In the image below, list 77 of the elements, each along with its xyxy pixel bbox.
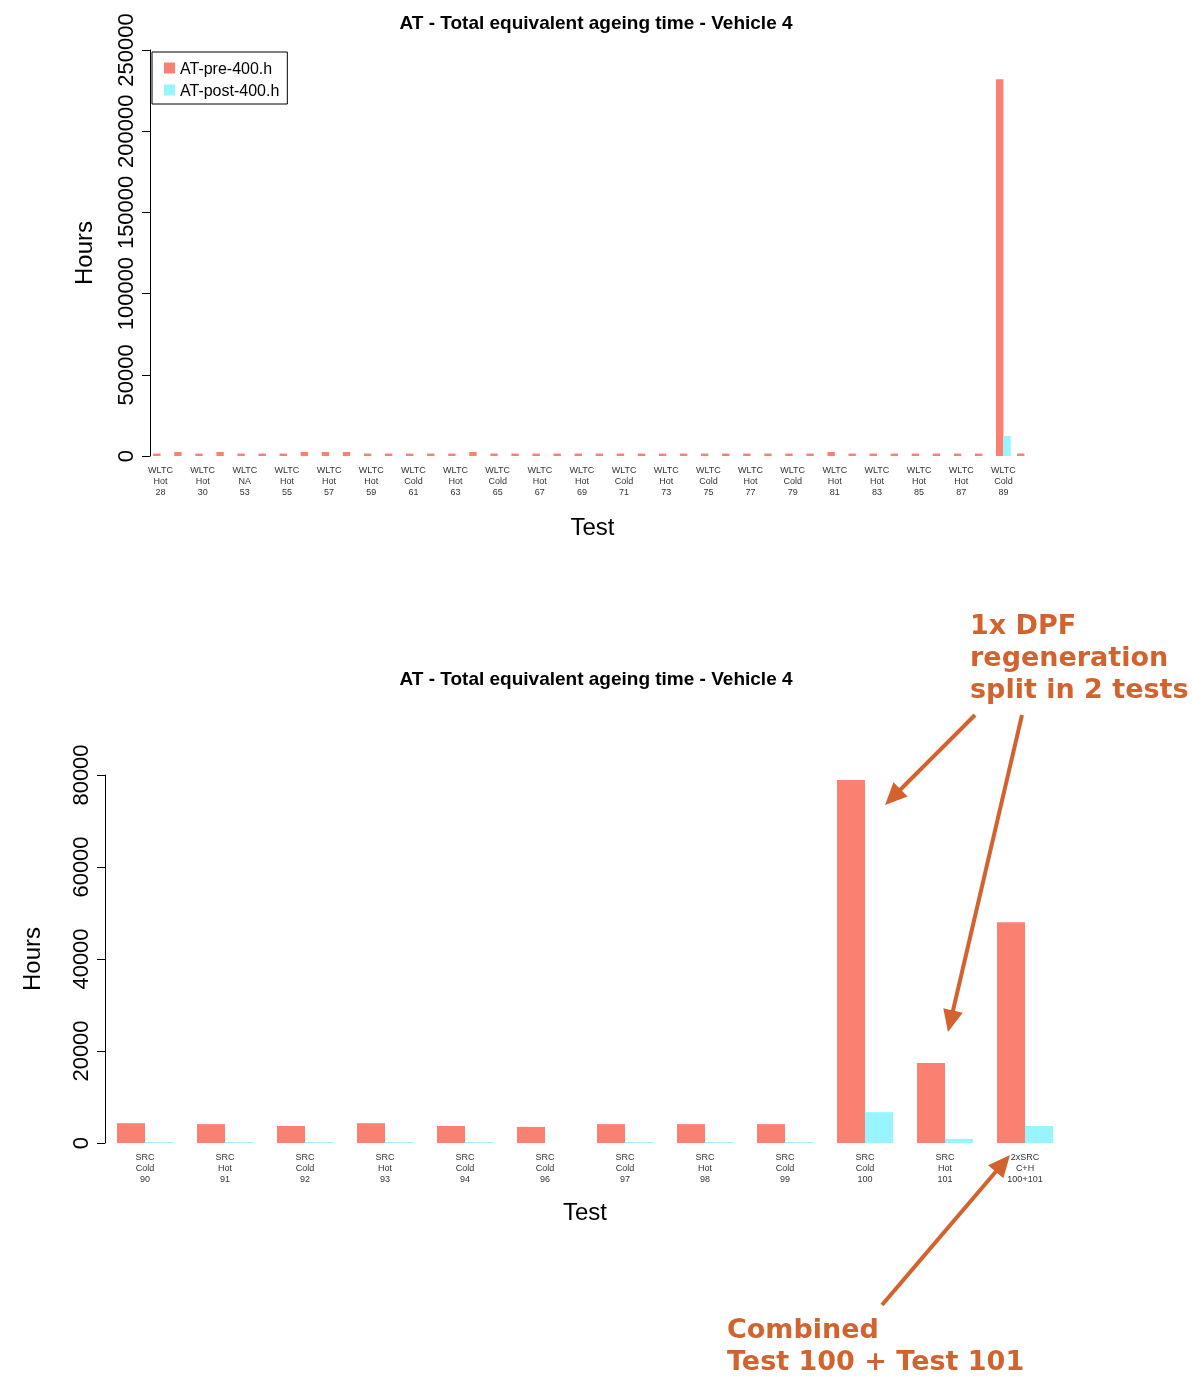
legend-label: AT-pre-400.h [180, 59, 273, 77]
x-tick-label: WLTC Hot 67 [527, 464, 553, 497]
y-tick-label: 100000 [112, 256, 138, 331]
x-tick-label: SRC Hot 98 [695, 1151, 715, 1184]
bar [277, 1125, 305, 1143]
bar [300, 451, 309, 456]
x-tick-label: SRC Cold 90 [135, 1151, 155, 1184]
x-tick-label: WLTC Hot 83 [864, 464, 890, 497]
y-tick-label: 50000 [112, 344, 138, 406]
bar [945, 1138, 973, 1143]
bar [597, 1124, 625, 1143]
y-tick-label: 0 [67, 1136, 93, 1150]
x-tick-label: SRC Cold 99 [775, 1151, 795, 1184]
bar [437, 1125, 465, 1143]
bar [342, 451, 351, 456]
x-tick-label: 2xSRC C+H 100+101 [1007, 1151, 1043, 1184]
x-axis-title: Test [562, 1197, 608, 1225]
x-tick-label: SRC Cold 92 [295, 1151, 315, 1184]
x-tick-label: WLTC Hot 57 [316, 464, 343, 497]
x-tick-label: SRC Cold 100 [855, 1151, 875, 1184]
x-tick-label: WLTC Hot 87 [948, 464, 975, 497]
y-tick-label: 150000 [112, 175, 138, 250]
x-tick-label: SRC Cold 97 [615, 1151, 635, 1184]
x-tick-label: WLTC Cold 61 [400, 464, 427, 497]
chart-title: AT - Total equivalent ageing time - Vehicle 4 [399, 668, 793, 689]
bar [757, 1124, 785, 1143]
x-tick-label: WLTC Hot 69 [569, 464, 595, 497]
x-tick-label: SRC Hot 91 [215, 1151, 235, 1184]
y-tick-label: 60000 [67, 836, 93, 898]
bar [865, 1112, 893, 1143]
x-tick-label: WLTC Hot 28 [148, 464, 174, 497]
x-tick-label: WLTC Hot 77 [738, 464, 764, 497]
x-tick-label: WLTC Hot 81 [822, 464, 848, 497]
x-tick-label: SRC Hot 93 [375, 1151, 395, 1184]
bar [117, 1123, 145, 1143]
bar [996, 79, 1004, 456]
bar [827, 451, 835, 456]
text: 1x DPF regeneration split in 2 tests [970, 608, 1189, 704]
bar [469, 451, 477, 456]
y-tick-label: 200000 [112, 94, 138, 168]
bar [837, 780, 865, 1143]
bar [917, 1062, 945, 1143]
legend-label: AT-post-400.h [180, 81, 280, 99]
y-tick-label: 0 [112, 449, 138, 463]
y-axis-title: Hours [69, 220, 97, 286]
x-tick-label: SRC Cold 96 [535, 1151, 555, 1184]
x-tick-label: WLTC Hot 85 [906, 464, 933, 497]
x-tick-label: WLTC Cold 65 [485, 464, 511, 497]
text: Combined Test 100 + Test 101 [727, 1312, 1025, 1376]
x-tick-label: SRC Cold 94 [455, 1151, 475, 1184]
x-tick-label: WLTC Hot 55 [274, 464, 300, 497]
bar [197, 1124, 225, 1143]
x-tick-label: WLTC Cold 71 [611, 464, 638, 497]
x-tick-label: WLTC Hot 63 [443, 464, 469, 497]
x-tick-label: WLTC Cold 75 [695, 464, 722, 497]
bar [1025, 1125, 1053, 1143]
bar [216, 451, 224, 456]
x-tick-label: WLTC Cold 89 [990, 464, 1017, 497]
y-axis-title: Hours [17, 926, 45, 992]
y-tick-label: 20000 [67, 1020, 93, 1082]
x-tick-label: WLTC Cold 79 [780, 464, 806, 497]
bar [174, 451, 182, 456]
chart-title: AT - Total equivalent ageing time - Vehicle 4 [399, 12, 793, 33]
y-tick-label: 250000 [112, 13, 138, 87]
bar [1003, 436, 1011, 456]
x-tick-label: WLTC NA 53 [232, 464, 258, 497]
x-tick-label: WLTC Hot 73 [653, 464, 680, 497]
bar [321, 451, 330, 456]
y-tick-label: 80000 [67, 744, 93, 806]
x-tick-label: WLTC Hot 59 [358, 464, 385, 497]
x-axis-title: Test [570, 512, 615, 540]
bar [677, 1124, 705, 1143]
x-tick-label: WLTC Hot 30 [190, 464, 216, 497]
y-tick-label: 40000 [67, 928, 93, 990]
x-tick-label: SRC Hot 101 [935, 1151, 955, 1184]
bar [517, 1126, 545, 1143]
bar [357, 1123, 385, 1143]
